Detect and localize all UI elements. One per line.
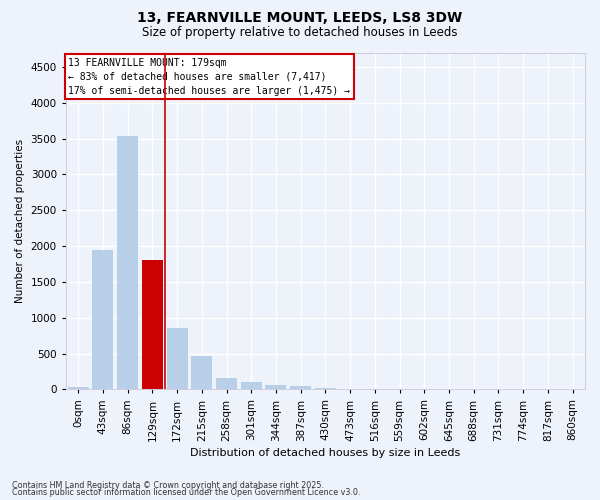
- Bar: [241, 382, 262, 390]
- Text: Size of property relative to detached houses in Leeds: Size of property relative to detached ho…: [142, 26, 458, 39]
- Bar: [216, 378, 237, 390]
- Bar: [265, 384, 286, 390]
- Bar: [92, 250, 113, 390]
- Bar: [117, 136, 138, 390]
- Y-axis label: Number of detached properties: Number of detached properties: [15, 139, 25, 303]
- Bar: [142, 260, 163, 390]
- Text: 13, FEARNVILLE MOUNT, LEEDS, LS8 3DW: 13, FEARNVILLE MOUNT, LEEDS, LS8 3DW: [137, 11, 463, 25]
- Bar: [191, 356, 212, 390]
- Text: Contains public sector information licensed under the Open Government Licence v3: Contains public sector information licen…: [12, 488, 361, 497]
- Bar: [167, 328, 188, 390]
- Bar: [315, 388, 336, 390]
- Text: Contains HM Land Registry data © Crown copyright and database right 2025.: Contains HM Land Registry data © Crown c…: [12, 480, 324, 490]
- Bar: [290, 386, 311, 390]
- X-axis label: Distribution of detached houses by size in Leeds: Distribution of detached houses by size …: [190, 448, 461, 458]
- Text: 13 FEARNVILLE MOUNT: 179sqm
← 83% of detached houses are smaller (7,417)
17% of : 13 FEARNVILLE MOUNT: 179sqm ← 83% of det…: [68, 58, 350, 96]
- Bar: [68, 388, 89, 390]
